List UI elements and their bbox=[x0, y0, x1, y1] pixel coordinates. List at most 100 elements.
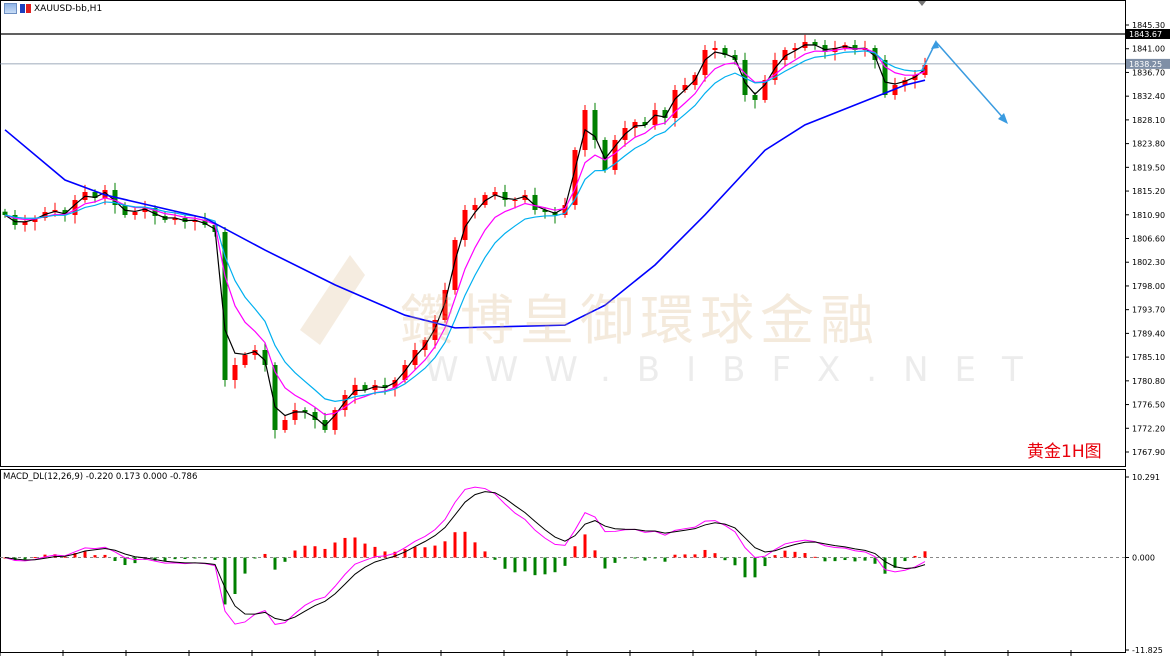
candle-body bbox=[642, 121, 648, 126]
y-tick-label: 1819.50 bbox=[1132, 163, 1165, 172]
candle-body bbox=[712, 48, 718, 50]
macd-histogram-bar bbox=[53, 554, 57, 558]
macd-histogram-bar bbox=[213, 557, 217, 560]
macd-histogram-bar bbox=[573, 546, 577, 558]
macd-histogram-bar bbox=[753, 557, 757, 578]
arrow-head-down-icon bbox=[998, 113, 1008, 124]
macd-y-tick-label: 0.000 bbox=[1132, 554, 1155, 563]
macd-histogram-bar bbox=[93, 555, 97, 558]
macd-histogram-bar bbox=[233, 557, 237, 595]
macd-histogram-bar bbox=[923, 551, 927, 558]
candle-body bbox=[372, 384, 378, 390]
macd-histogram-bar bbox=[373, 546, 377, 558]
macd-histogram-bar bbox=[533, 557, 537, 576]
macd-histogram-bar bbox=[163, 557, 167, 562]
macd-histogram-bar bbox=[903, 557, 907, 562]
candle-body bbox=[182, 217, 188, 223]
macd-histogram-bar bbox=[83, 551, 87, 558]
candle-body bbox=[32, 217, 38, 223]
macd-histogram-bar bbox=[203, 557, 207, 559]
macd-histogram-bar bbox=[253, 557, 257, 559]
macd-histogram-bar bbox=[473, 542, 477, 558]
y-tick-label: 1815.20 bbox=[1132, 187, 1165, 196]
macd-histogram-bar bbox=[73, 553, 77, 558]
candle-body bbox=[672, 89, 678, 119]
macd-signal-line bbox=[4, 491, 926, 622]
candle-body bbox=[62, 209, 68, 215]
macd-histogram-bar bbox=[133, 557, 137, 564]
macd-histogram-bar bbox=[813, 556, 817, 558]
macd-histogram-bar bbox=[853, 557, 857, 562]
macd-histogram-bar bbox=[193, 557, 197, 559]
candle-body bbox=[72, 199, 78, 215]
candle-body bbox=[292, 410, 298, 421]
y-tick-label: 1845.30 bbox=[1132, 21, 1165, 30]
macd-histogram-bar bbox=[793, 551, 797, 558]
candle-body bbox=[362, 384, 368, 390]
y-tick-label: 1780.80 bbox=[1132, 377, 1165, 386]
macd-histogram-bar bbox=[863, 557, 867, 561]
macd-histogram-bar bbox=[443, 541, 447, 558]
macd-histogram-bar bbox=[763, 557, 767, 567]
candle-body bbox=[492, 191, 498, 195]
macd-histogram-bar bbox=[113, 557, 117, 561]
y-tick-label: 1841.00 bbox=[1132, 45, 1165, 54]
macd-histogram-bar bbox=[423, 547, 427, 558]
candle-body bbox=[2, 211, 8, 215]
moving-average-line bbox=[4, 44, 926, 427]
candle-body bbox=[222, 231, 228, 381]
candle-body bbox=[782, 49, 788, 60]
y-tick-label: 1767.90 bbox=[1132, 448, 1165, 457]
candle-body bbox=[92, 191, 98, 199]
candle-body bbox=[602, 139, 608, 170]
candle-body bbox=[442, 289, 448, 320]
moving-average-line bbox=[4, 47, 926, 416]
macd-histogram-bar bbox=[673, 554, 677, 558]
candle-body bbox=[542, 209, 548, 213]
candle-body bbox=[392, 380, 398, 389]
macd-histogram-bar bbox=[23, 557, 27, 560]
y-tick-label: 1810.90 bbox=[1132, 211, 1165, 220]
candle-body bbox=[892, 85, 898, 96]
candle-body bbox=[612, 139, 618, 170]
bar-chart-icon bbox=[20, 4, 31, 13]
macd-histogram-bar bbox=[653, 557, 657, 559]
y-tick-label: 1798.00 bbox=[1132, 282, 1165, 291]
macd-histogram-bar bbox=[693, 554, 697, 558]
candle-body bbox=[772, 59, 778, 81]
macd-histogram-bar bbox=[823, 557, 827, 562]
candle-body bbox=[152, 207, 158, 216]
candle-body bbox=[522, 194, 528, 200]
macd-histogram-bar bbox=[663, 557, 667, 562]
arrow-head-up-icon bbox=[931, 40, 939, 49]
macd-histogram-bar bbox=[633, 557, 637, 559]
macd-histogram-bar bbox=[223, 557, 227, 605]
candle-body bbox=[682, 85, 688, 90]
macd-histogram-bar bbox=[543, 557, 547, 575]
price-line-label-bg bbox=[1126, 28, 1170, 39]
candle-body bbox=[482, 194, 488, 206]
forecast-arrow-line bbox=[921, 40, 1006, 121]
candle-body bbox=[202, 220, 208, 225]
macd-histogram-bar bbox=[123, 557, 127, 566]
chart-shift-marker-icon[interactable] bbox=[918, 1, 926, 6]
macd-pane-frame bbox=[0, 469, 1126, 653]
candle-body bbox=[882, 59, 888, 96]
macd-histogram-bar bbox=[413, 546, 417, 558]
macd-histogram-bar bbox=[183, 557, 187, 560]
macd-label: MACD_DL(12,26,9) -0.220 0.173 0.000 -0.7… bbox=[3, 472, 198, 482]
macd-histogram-bar bbox=[293, 550, 297, 558]
y-tick-label: 1832.40 bbox=[1132, 92, 1165, 101]
macd-histogram-bar bbox=[323, 548, 327, 558]
macd-histogram-bar bbox=[623, 557, 627, 559]
macd-histogram-bar bbox=[403, 549, 407, 558]
macd-y-tick-label: 10.291 bbox=[1132, 473, 1160, 482]
moving-average-line bbox=[4, 79, 926, 329]
macd-histogram-bar bbox=[883, 557, 887, 574]
candle-body bbox=[472, 205, 478, 210]
y-tick-label: 1802.30 bbox=[1132, 258, 1165, 267]
candle-body bbox=[242, 355, 248, 366]
candle-body bbox=[312, 412, 318, 421]
